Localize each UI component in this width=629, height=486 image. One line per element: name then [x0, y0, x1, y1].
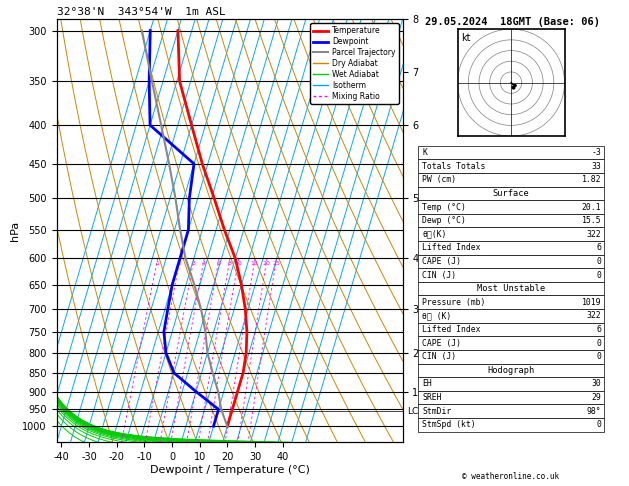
Text: kt: kt	[461, 34, 470, 43]
Y-axis label: km
ASL: km ASL	[421, 222, 443, 240]
Text: 25: 25	[272, 261, 280, 266]
Text: 3: 3	[191, 261, 196, 266]
Text: 20: 20	[262, 261, 270, 266]
Text: 15.5: 15.5	[582, 216, 601, 225]
Text: StmSpd (kt): StmSpd (kt)	[422, 420, 476, 429]
Text: Most Unstable: Most Unstable	[477, 284, 545, 293]
Legend: Temperature, Dewpoint, Parcel Trajectory, Dry Adiabat, Wet Adiabat, Isotherm, Mi: Temperature, Dewpoint, Parcel Trajectory…	[310, 23, 399, 104]
Text: 20.1: 20.1	[582, 203, 601, 211]
Text: CIN (J): CIN (J)	[422, 352, 456, 361]
Text: θᴄ (K): θᴄ (K)	[422, 312, 452, 320]
Text: 0: 0	[596, 271, 601, 279]
Text: 33: 33	[591, 162, 601, 171]
Text: 6: 6	[596, 325, 601, 334]
Text: Surface: Surface	[493, 189, 530, 198]
Text: LCL: LCL	[407, 407, 423, 416]
Text: © weatheronline.co.uk: © weatheronline.co.uk	[462, 472, 559, 481]
Text: CAPE (J): CAPE (J)	[422, 339, 461, 347]
Text: 322: 322	[587, 230, 601, 239]
Text: 6: 6	[216, 261, 221, 266]
Text: 0: 0	[596, 339, 601, 347]
Text: -3: -3	[591, 148, 601, 157]
Text: 1.82: 1.82	[582, 175, 601, 184]
Text: Mixing Ratio (g/kg): Mixing Ratio (g/kg)	[422, 191, 431, 271]
Text: K: K	[422, 148, 427, 157]
Text: CIN (J): CIN (J)	[422, 271, 456, 279]
Text: 0: 0	[596, 420, 601, 429]
Text: Dewp (°C): Dewp (°C)	[422, 216, 466, 225]
Text: 6: 6	[596, 243, 601, 252]
Y-axis label: hPa: hPa	[9, 221, 19, 241]
X-axis label: Dewpoint / Temperature (°C): Dewpoint / Temperature (°C)	[150, 465, 309, 475]
Text: Totals Totals: Totals Totals	[422, 162, 486, 171]
Text: Temp (°C): Temp (°C)	[422, 203, 466, 211]
Text: 8: 8	[228, 261, 231, 266]
Text: 4: 4	[202, 261, 206, 266]
Text: 30: 30	[591, 380, 601, 388]
Text: Lifted Index: Lifted Index	[422, 243, 481, 252]
Text: 10: 10	[235, 261, 242, 266]
Text: SREH: SREH	[422, 393, 442, 402]
Text: CAPE (J): CAPE (J)	[422, 257, 461, 266]
Text: 1: 1	[155, 261, 159, 266]
Text: 98°: 98°	[587, 407, 601, 416]
Text: Hodograph: Hodograph	[487, 366, 535, 375]
Text: EH: EH	[422, 380, 432, 388]
Text: 0: 0	[596, 352, 601, 361]
Text: 15: 15	[251, 261, 259, 266]
Text: θᴄ(K): θᴄ(K)	[422, 230, 447, 239]
Text: Lifted Index: Lifted Index	[422, 325, 481, 334]
Text: 2: 2	[177, 261, 182, 266]
Text: 1019: 1019	[582, 298, 601, 307]
Text: Pressure (mb): Pressure (mb)	[422, 298, 486, 307]
Text: 0: 0	[596, 257, 601, 266]
Text: 32°38'N  343°54'W  1m ASL: 32°38'N 343°54'W 1m ASL	[57, 7, 225, 17]
Text: 29: 29	[591, 393, 601, 402]
Text: 322: 322	[587, 312, 601, 320]
Text: PW (cm): PW (cm)	[422, 175, 456, 184]
Text: StmDir: StmDir	[422, 407, 452, 416]
Text: 29.05.2024  18GMT (Base: 06): 29.05.2024 18GMT (Base: 06)	[425, 17, 600, 27]
